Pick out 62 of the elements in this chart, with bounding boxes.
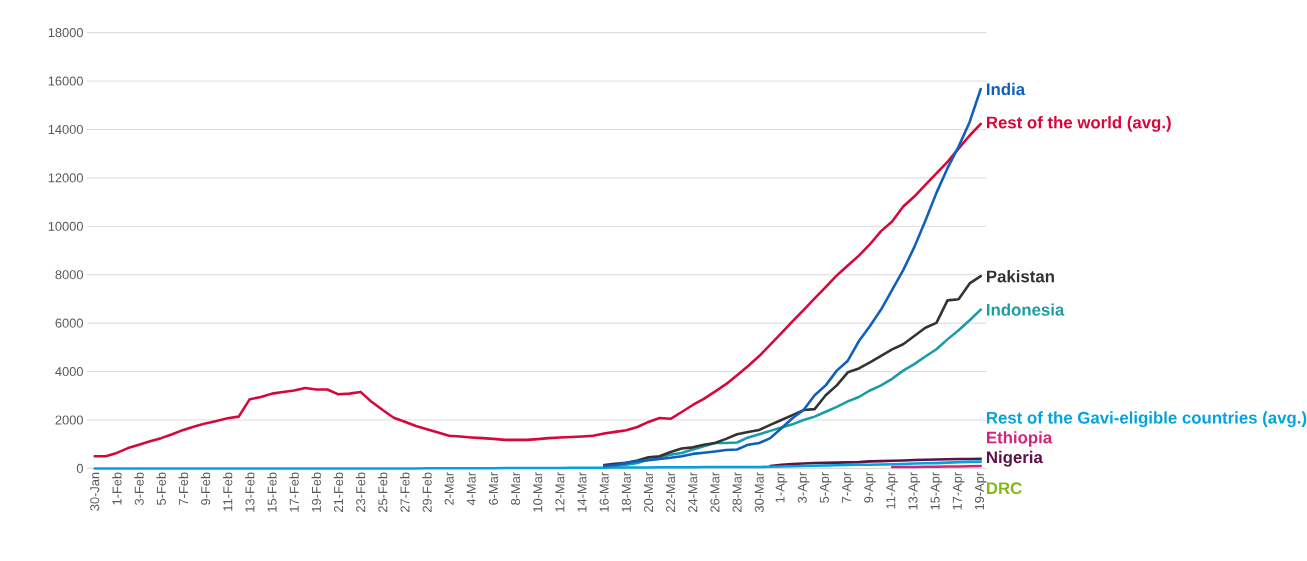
series-label: Ethiopia <box>987 430 1053 447</box>
x-tick-label: 15-Apr <box>930 471 943 510</box>
x-tick-label: 28-Mar <box>732 471 742 512</box>
text: Rest of the Gavi-eligible countries (avg.) <box>987 411 1307 427</box>
x-tick-label: 29-Feb <box>422 472 432 512</box>
x-tick-label: 17-Feb <box>289 472 299 512</box>
series-label: Rest of the world (avg.) <box>987 115 1171 132</box>
y-tick-label: 10000 <box>48 221 83 231</box>
x-tick-label: 25-Feb <box>377 472 388 512</box>
x-tick-label: 10-Mar <box>533 471 543 512</box>
series-label: India <box>987 82 1026 96</box>
y-tick-label: 14000 <box>48 124 83 134</box>
series-label: Nigeria <box>987 450 1043 467</box>
x-tick-label: 1-Apr <box>775 471 788 503</box>
x-tick-label: 16-Mar <box>599 471 609 512</box>
x-tick-label: 2-Mar <box>444 471 454 505</box>
legend-label: DRC <box>987 482 1022 494</box>
x-tick-label: 14-Mar <box>577 471 587 512</box>
x-tick-label: 26-Mar <box>710 471 720 512</box>
x-tick-label: 18-Mar <box>621 471 631 512</box>
y-tick-label: 8000 <box>55 270 83 280</box>
series-label: Pakistan <box>987 269 1054 283</box>
x-tick-label: 4-Mar <box>466 471 476 506</box>
x-tick-label: 9-Feb <box>200 472 211 505</box>
y-tick-label: 4000 <box>55 366 83 376</box>
x-tick-label: 3-Feb <box>134 472 144 505</box>
x-tick-label: 21-Feb <box>333 472 344 512</box>
x-tick-label: 7-Apr <box>842 471 854 503</box>
series-label: Indonesia <box>987 303 1065 316</box>
x-tick-label: 5-Apr <box>819 471 832 503</box>
line-series <box>602 274 983 467</box>
line-series <box>769 457 983 468</box>
y-tick-label: 0 <box>76 463 83 473</box>
x-tick-label: 19-Apr <box>974 471 987 510</box>
y-tick-label: 6000 <box>55 318 83 328</box>
line-series <box>602 87 983 468</box>
y-tick-label: 16000 <box>48 76 83 86</box>
y-tick-label: 18000 <box>48 27 83 37</box>
x-tick-label: 7-Feb <box>178 472 189 505</box>
x-tick-label: 27-Feb <box>400 472 410 512</box>
x-tick-label: 9-Apr <box>864 471 876 503</box>
x-tick-label: 13-Apr <box>908 471 921 510</box>
x-tick-label: 12-Mar <box>555 471 565 512</box>
x-tick-label: 13-Feb <box>245 472 255 512</box>
x-tick-label: 5-Feb <box>156 472 166 505</box>
x-tick-label: 20-Mar <box>643 471 654 512</box>
x-tick-label: 15-Feb <box>267 472 277 512</box>
x-tick-label: 30-Jan <box>90 472 100 511</box>
x-tick-label: 3-Apr <box>797 471 810 503</box>
x-tick-label: 17-Apr <box>952 471 965 510</box>
x-tick-label: 6-Mar <box>488 471 498 505</box>
x-tick-label: 22-Mar <box>666 471 676 512</box>
x-tick-label: 30-Mar <box>754 471 764 512</box>
x-tick-label: 11-Apr <box>886 471 898 509</box>
y-tick-label: 2000 <box>55 415 83 425</box>
x-tick-label: 24-Mar <box>688 471 698 512</box>
x-tick-label: 19-Feb <box>311 472 321 512</box>
x-tick-label: 1-Feb <box>112 472 122 505</box>
y-tick-label: 12000 <box>48 173 83 183</box>
x-tick-label: 8-Mar <box>511 471 521 505</box>
x-tick-label: 23-Feb <box>355 472 366 512</box>
x-tick-label: 11-Feb <box>222 472 233 511</box>
